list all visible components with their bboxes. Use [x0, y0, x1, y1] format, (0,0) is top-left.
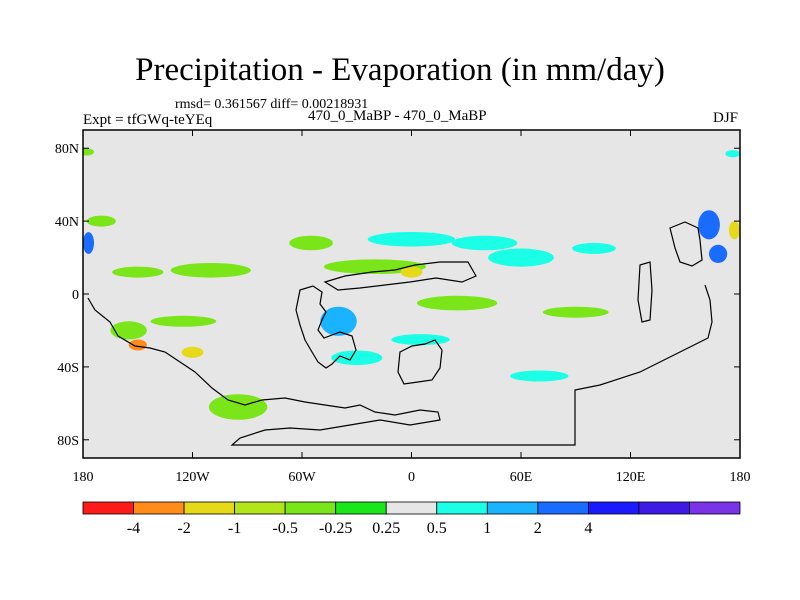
- colorbar: -4 -2 -1 -0.5 -0.25 0.25 0.5 1 2 4: [82, 501, 741, 537]
- anomaly-region: [725, 150, 740, 158]
- colorbar-swatch: [436, 501, 488, 515]
- anomaly-region: [128, 339, 147, 351]
- anomaly-region: [488, 248, 554, 267]
- colorbar-swatch: [133, 501, 185, 515]
- colorbar-swatch: [82, 501, 134, 515]
- anomaly-region: [698, 210, 720, 240]
- season-label: DJF: [712, 110, 738, 126]
- y-tick-label: 40S: [57, 361, 79, 376]
- x-axis: 180 120W 60W 0 60E 120E 180: [73, 130, 751, 485]
- anomaly-region: [110, 321, 147, 340]
- continent-outlines: [87, 221, 713, 446]
- case-label: 470_0_MaBP - 470_0_MaBP: [308, 108, 487, 124]
- colorbar-label: 1: [483, 520, 491, 537]
- coastline-west-continent: [87, 284, 713, 446]
- coastline-east-island: [637, 261, 653, 323]
- colorbar-label: 4: [584, 520, 592, 537]
- colorbar-swatch: [234, 501, 286, 515]
- x-tick-label: 180: [730, 470, 751, 485]
- anomaly-region: [86, 215, 116, 227]
- colorbar-label: 0.25: [372, 520, 400, 537]
- colorbar-label: 2: [534, 520, 542, 537]
- anomaly-region: [181, 346, 204, 358]
- colorbar-label: 0.5: [427, 520, 447, 537]
- coastline-south-america: [295, 285, 357, 369]
- y-tick-label: 0: [72, 288, 79, 303]
- anomaly-region: [709, 244, 728, 263]
- anomaly-region: [451, 235, 518, 251]
- colorbar-swatch: [335, 501, 387, 515]
- coastline-central-landmass: [323, 261, 477, 291]
- anomaly-region: [112, 266, 164, 278]
- anomaly-region: [572, 242, 616, 254]
- y-tick-label: 40N: [55, 215, 79, 230]
- coastline-northeast-coast: [669, 221, 703, 267]
- y-tick-label: 80S: [57, 434, 79, 449]
- anomaly-region: [208, 394, 268, 420]
- x-tick-label: 120W: [175, 470, 210, 485]
- anomaly-region: [170, 263, 251, 278]
- colorbar-label: -0.25: [319, 520, 352, 537]
- colorbar-swatch: [638, 501, 690, 515]
- colorbar-swatch: [689, 501, 741, 515]
- stats-line: rmsd= 0.361567 diff= 0.00218931: [175, 97, 369, 112]
- colorbar-label: -2: [177, 520, 190, 537]
- colorbar-label: -1: [228, 520, 241, 537]
- anomaly-region: [391, 334, 450, 346]
- anomaly-region: [729, 221, 740, 240]
- y-axis: 80N 40N 0 40S 80S: [55, 142, 740, 449]
- colorbar-swatch: [385, 501, 438, 515]
- y-tick-label: 80N: [55, 142, 79, 157]
- colorbar-swatch: [183, 501, 236, 515]
- anomaly-region: [83, 148, 94, 156]
- anomaly-region: [417, 295, 498, 311]
- anomaly-region: [510, 370, 569, 382]
- anomaly-region: [367, 232, 456, 247]
- anomaly-region: [150, 315, 217, 327]
- colorbar-label: -4: [127, 520, 140, 537]
- chart-title: Precipitation - Evaporation (in mm/day): [135, 52, 665, 88]
- anomaly-region: [323, 259, 427, 275]
- anomaly-region: [83, 232, 94, 254]
- colorbar-swatch: [486, 501, 539, 515]
- x-tick-label: 60E: [510, 470, 533, 485]
- x-tick-label: 180: [73, 470, 94, 485]
- colorbar-label: -0.5: [273, 520, 298, 537]
- coastline-southern-island: [397, 339, 443, 385]
- anomaly-region: [400, 266, 423, 278]
- experiment-label: Expt = tfGWq-teYEq: [83, 112, 213, 128]
- plot-background: [83, 130, 740, 458]
- anomaly-region: [542, 306, 609, 318]
- anomaly-field: [83, 148, 740, 420]
- anomaly-region: [331, 350, 383, 366]
- anomaly-region: [320, 306, 357, 336]
- colorbar-swatch: [284, 501, 337, 515]
- anomaly-region: [289, 235, 333, 251]
- x-tick-label: 120E: [616, 470, 646, 485]
- colorbar-swatch: [587, 501, 640, 515]
- x-tick-label: 0: [408, 470, 415, 485]
- colorbar-swatch: [537, 501, 589, 515]
- x-tick-label: 60W: [288, 470, 316, 485]
